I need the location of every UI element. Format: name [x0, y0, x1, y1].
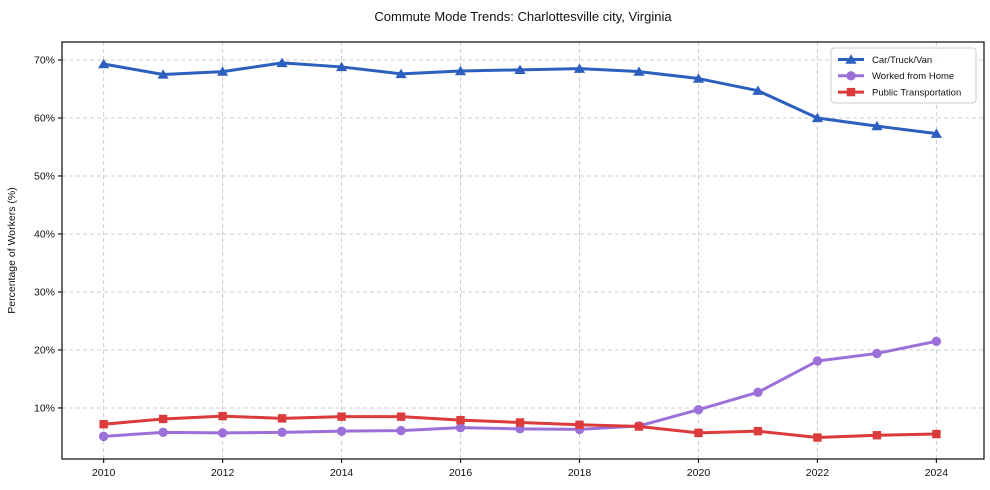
- data-point-marker: [335, 61, 348, 72]
- data-point-marker: [872, 348, 882, 359]
- data-point-marker: [634, 422, 644, 431]
- data-point-marker: [930, 128, 943, 138]
- data-point-marker: [633, 66, 645, 76]
- legend-box: [830, 47, 977, 104]
- y-tick-label: 10%: [34, 403, 55, 415]
- data-point-marker: [932, 429, 941, 439]
- data-point-marker: [396, 425, 406, 436]
- data-point-marker: [573, 63, 586, 73]
- data-point-marker: [846, 71, 856, 81]
- series-public-transportation: [99, 411, 941, 442]
- y-axis-label: Percentage of Workers (%): [6, 187, 18, 313]
- x-tick-label: 2018: [568, 467, 592, 479]
- data-point-marker: [395, 68, 407, 79]
- data-point-marker: [98, 431, 109, 442]
- data-point-marker: [812, 356, 823, 366]
- legend-label: Worked from Home: [872, 71, 954, 82]
- data-point-marker: [753, 387, 763, 398]
- data-point-marker: [396, 412, 406, 421]
- data-point-marker: [692, 73, 705, 83]
- legend-item-car-truck-van: Car/Truck/Van: [838, 54, 932, 66]
- data-point-marker: [217, 66, 229, 76]
- x-tick-label: 2010: [92, 467, 116, 479]
- chart-title: Commute Mode Trends: Charlottesville cit…: [374, 9, 672, 24]
- series-worked-from-home: [98, 336, 942, 442]
- data-point-marker: [846, 87, 856, 97]
- legend: Car/Truck/Van Worked from Home Public Tran…: [830, 47, 977, 104]
- gridlines: [62, 42, 984, 459]
- y-tick-label: 50%: [34, 171, 55, 183]
- data-point-marker: [753, 426, 763, 436]
- y-axis: 10% 20% 30% 40% 50% 60% 70%: [34, 55, 62, 415]
- data-point-marker: [157, 69, 169, 79]
- data-point-marker: [454, 65, 467, 76]
- plot-area: 10%20%30%40%50%60%70%2010 2012 2014 2016 201…: [34, 41, 985, 479]
- y-tick-label: 60%: [34, 113, 55, 125]
- data-point-marker: [277, 414, 287, 423]
- y-tick-label: 40%: [34, 229, 55, 241]
- data-point-marker: [98, 58, 110, 69]
- plot-border: [61, 41, 985, 460]
- x-tick-label: 2020: [687, 467, 711, 479]
- x-tick-label: 2024: [925, 467, 949, 479]
- data-point-marker: [693, 405, 704, 415]
- data-point-marker: [514, 64, 526, 75]
- data-point-marker: [694, 428, 703, 438]
- data-point-marker: [217, 428, 228, 438]
- data-point-marker: [158, 414, 168, 424]
- y-tick-label: 70%: [34, 55, 55, 67]
- data-point-marker: [845, 54, 857, 64]
- series-car-truck-van: [98, 57, 943, 138]
- x-tick-label: 2014: [330, 467, 354, 479]
- data-point-marker: [218, 411, 227, 421]
- data-point-marker: [99, 420, 108, 429]
- legend-label: Public Transportation: [872, 88, 961, 99]
- x-tick-label: 2022: [806, 467, 830, 479]
- legend-item-worked-from-home: Worked from Home: [838, 71, 954, 82]
- x-tick-label: 2016: [449, 467, 473, 479]
- x-axis: 2010 2012 2014 2016 2018 2020 2022 2024: [92, 459, 948, 479]
- data-point-marker: [277, 427, 287, 438]
- data-point-marker: [811, 112, 824, 123]
- data-point-marker: [872, 431, 882, 440]
- x-tick-label: 2012: [211, 467, 235, 479]
- data-point-marker: [931, 336, 942, 346]
- data-point-marker: [515, 418, 525, 427]
- data-point-marker: [158, 427, 168, 438]
- data-point-marker: [336, 426, 347, 436]
- y-tick-label: 30%: [34, 287, 55, 299]
- legend-item-public-transportation: Public Transportation: [838, 88, 961, 99]
- data-point-marker: [575, 420, 584, 429]
- data-point-marker: [752, 85, 764, 95]
- data-point-marker: [813, 433, 822, 442]
- legend-label: Car/Truck/Van: [872, 55, 932, 66]
- data-point-marker: [276, 57, 288, 68]
- data-point-marker: [871, 120, 883, 131]
- y-tick-label: 20%: [34, 345, 55, 357]
- data-point-marker: [337, 412, 346, 421]
- data-point-marker: [456, 415, 465, 425]
- data-point-marker: [455, 422, 466, 433]
